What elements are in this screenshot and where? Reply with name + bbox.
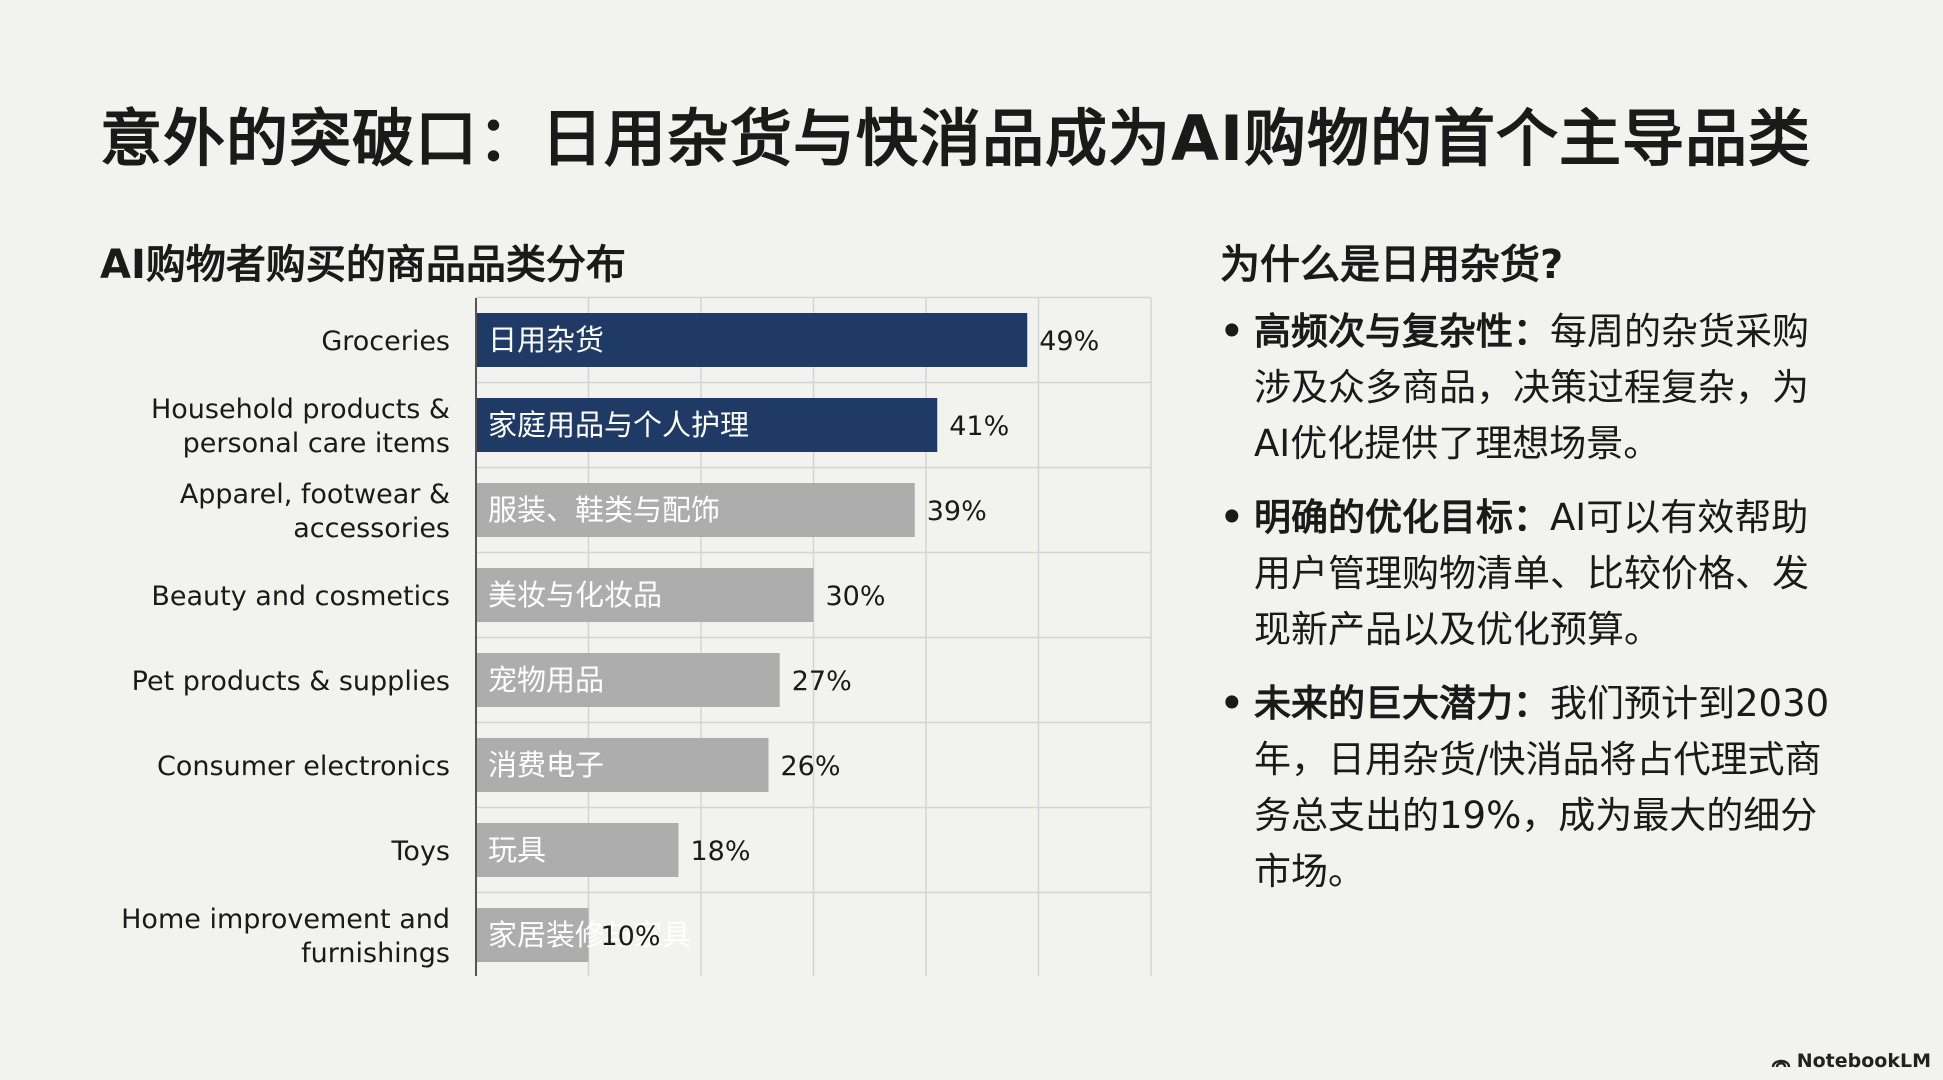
reason-text: 每周的杂货采购涉及众多商品，决策过程复杂，为AI优化提供了理想场景。 — [1254, 310, 1809, 465]
reasons-list: • 高频次与复杂性：每周的杂货采购涉及众多商品，决策过程复杂，为AI优化提供了理… — [1220, 304, 1840, 918]
reason-item: • 高频次与复杂性：每周的杂货采购涉及众多商品，决策过程复杂，为AI优化提供了理… — [1220, 304, 1840, 472]
value-label: 39% — [927, 496, 987, 527]
category-label-line: Home improvement and — [121, 904, 450, 935]
value-label: 10% — [601, 921, 661, 952]
category-label-line: Apparel, footwear & — [180, 479, 450, 510]
category-label: Home improvement and furnishings — [121, 904, 450, 969]
bullet-icon: • — [1220, 682, 1244, 725]
bar-label: 日用杂货 — [488, 323, 604, 357]
bar — [476, 823, 679, 877]
bar — [476, 483, 915, 537]
category-label-line: Groceries — [321, 326, 450, 357]
value-label: 27% — [792, 666, 852, 697]
category-label: Pet products & supplies — [132, 666, 450, 697]
value-label: 30% — [826, 581, 886, 612]
category-label-line: Pet products & supplies — [132, 666, 450, 697]
bar-label: 服装、鞋类与配饰 — [488, 493, 720, 527]
bar-label: 家庭用品与个人护理 — [488, 408, 749, 442]
chart-title: AI购物者购买的商品品类分布 — [100, 242, 626, 288]
category-label-line: Household products & — [151, 394, 450, 425]
notebooklm-logo: NotebookLM — [1771, 1050, 1931, 1072]
category-label: Household products & personal care items — [151, 394, 450, 459]
bar-label: 消费电子 — [488, 748, 604, 782]
category-label-line: furnishings — [301, 938, 450, 969]
value-label: 49% — [1039, 326, 1099, 357]
bullet-icon: • — [1220, 496, 1244, 539]
reason-text: AI可以有效帮助用户管理购物清单、比较价格、发现新产品以及优化预算。 — [1254, 496, 1809, 651]
category-label: Toys — [391, 836, 450, 867]
category-label-line: Beauty and cosmetics — [151, 581, 450, 612]
category-label-line: accessories — [293, 513, 450, 544]
value-label: 18% — [691, 836, 751, 867]
reason-lead: 明确的优化目标： — [1254, 496, 1550, 539]
bar — [476, 313, 1028, 367]
reason-item: • 明确的优化目标：AI可以有效帮助用户管理购物清单、比较价格、发现新产品以及优… — [1220, 490, 1840, 658]
category-label-line: Toys — [391, 836, 450, 867]
bar — [476, 398, 938, 452]
category-label: Beauty and cosmetics — [151, 581, 450, 612]
reason-item: • 未来的巨大潜力：我们预计到2030 年，日用杂货/快消品将占代理式商务总支出… — [1220, 676, 1840, 900]
bullet-icon: • — [1220, 310, 1244, 353]
value-label: 26% — [781, 751, 841, 782]
category-label: Groceries — [321, 326, 450, 357]
reason-text: 我们预计到2030 年，日用杂货/快消品将占代理式商务总支出的19%，成为最大的… — [1254, 682, 1830, 893]
bar — [476, 908, 589, 962]
category-label: Apparel, footwear & accessories — [180, 479, 450, 544]
reason-lead: 高频次与复杂性： — [1254, 310, 1550, 353]
notebooklm-icon — [1771, 1059, 1790, 1068]
reason-lead: 未来的巨大潜力： — [1254, 682, 1550, 725]
bar-label: 玩具 — [488, 833, 546, 867]
bar — [476, 653, 780, 707]
category-label-line: personal care items — [183, 428, 450, 459]
bar-chart: 日用杂货 49% Groceries 家庭用品与个人护理 41% Household pr… — [121, 296, 1152, 976]
category-label-line: Consumer electronics — [157, 751, 450, 782]
value-label: 41% — [949, 411, 1009, 442]
bar — [476, 568, 814, 622]
bar — [476, 738, 769, 792]
brand-name: NotebookLM — [1796, 1050, 1931, 1072]
bar-label: 宠物用品 — [488, 663, 604, 697]
side-heading: 为什么是日用杂货? — [1220, 242, 1564, 288]
bar-label: 美妆与化妆品 — [488, 578, 662, 612]
category-label: Consumer electronics — [157, 751, 450, 782]
bar-label: 家居装修与家具 — [488, 918, 691, 952]
page-title: 意外的突破口：日用杂货与快消品成为AI购物的首个主导品类 — [100, 102, 1812, 175]
